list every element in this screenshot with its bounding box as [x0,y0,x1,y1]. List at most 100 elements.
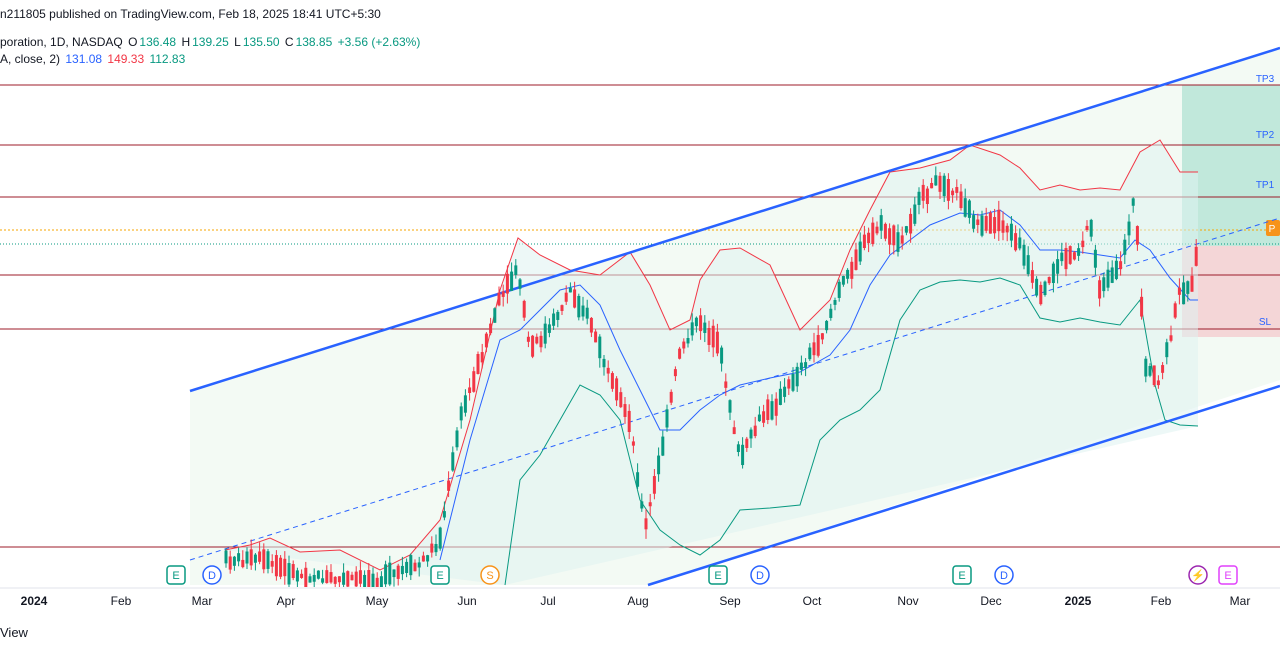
candle [871,222,875,245]
candle [946,178,950,201]
marker-shape [750,565,770,585]
candle [346,571,350,587]
candle [1085,225,1089,230]
candle [400,565,404,575]
candle [598,336,602,359]
candle [783,386,787,397]
candle [1018,237,1022,249]
event-marker[interactable]: E [430,565,450,585]
event-marker[interactable]: D [994,565,1014,585]
candle [426,555,430,562]
candle [522,300,526,318]
candle [930,182,934,189]
candle [1140,296,1144,317]
candle [526,336,530,342]
candle [972,215,976,229]
low-value: 135.50 [242,35,280,49]
candle [1148,366,1152,376]
marker-shape [202,565,222,585]
candle [997,209,1001,232]
candle [573,289,577,308]
event-marker[interactable]: D [202,565,222,585]
candle [505,273,509,294]
candle [434,544,438,553]
candle [510,271,514,291]
event-marker[interactable]: D [750,565,770,585]
candle [791,374,795,391]
candle [1144,358,1148,377]
candle [741,444,745,466]
candle [917,191,921,205]
candle [606,367,610,374]
candle [451,452,455,471]
candle [795,366,799,387]
event-marker[interactable]: S [480,565,500,585]
candle [799,362,803,370]
candle [963,198,967,217]
marker-shape [952,565,972,585]
candle [552,313,556,326]
marker-text: D [1000,570,1008,582]
event-marker[interactable]: E [166,565,186,585]
candle [938,175,942,192]
candle [1186,281,1190,294]
candle [354,571,358,587]
candle [627,410,631,433]
position-tag-text: P [1269,224,1276,235]
event-marker[interactable]: E [708,565,728,585]
candle [665,409,669,428]
candle [728,400,732,413]
x-tick-label: Dec [980,594,1001,608]
candle [392,569,396,578]
x-tick-label: Feb [1151,594,1172,608]
candle [556,311,560,320]
candle [396,565,400,579]
candle [447,480,451,491]
target-zone [1182,85,1280,246]
candle [682,341,686,349]
candle [253,554,257,563]
candle [879,215,883,231]
candle [547,324,551,333]
candle [724,381,728,388]
candle [1110,267,1114,283]
close-label: C [284,35,294,49]
candle [1102,277,1106,292]
candle [266,551,270,569]
candle [749,429,753,439]
event-marker[interactable]: E [952,565,972,585]
candle [1119,261,1123,270]
candle [350,574,354,581]
candle [942,175,946,197]
candle [1047,277,1051,284]
candle [993,217,997,234]
event-marker[interactable]: ⚡ [1188,565,1208,585]
candle [283,558,287,577]
open-label: O [128,35,138,49]
candle [514,265,518,275]
level-label-tp3: TP3 [1256,74,1275,85]
candle [1030,270,1034,283]
candle [888,228,892,245]
candle [988,212,992,234]
candle [711,325,715,348]
candle [867,232,871,244]
x-tick-label: Oct [803,594,822,608]
candle [951,190,955,196]
candle [1135,226,1139,245]
x-tick-label: Mar [192,594,213,608]
candle [909,213,913,234]
event-marker[interactable]: E [1218,565,1238,585]
candle [862,234,866,249]
candle [480,352,484,363]
candle [967,200,971,218]
candle [455,430,459,448]
candle [568,287,572,293]
x-tick-label: Apr [277,594,296,608]
candle [270,561,274,567]
candle [1098,280,1102,299]
candle [610,373,614,389]
candle [237,553,241,562]
candle [1106,269,1110,288]
